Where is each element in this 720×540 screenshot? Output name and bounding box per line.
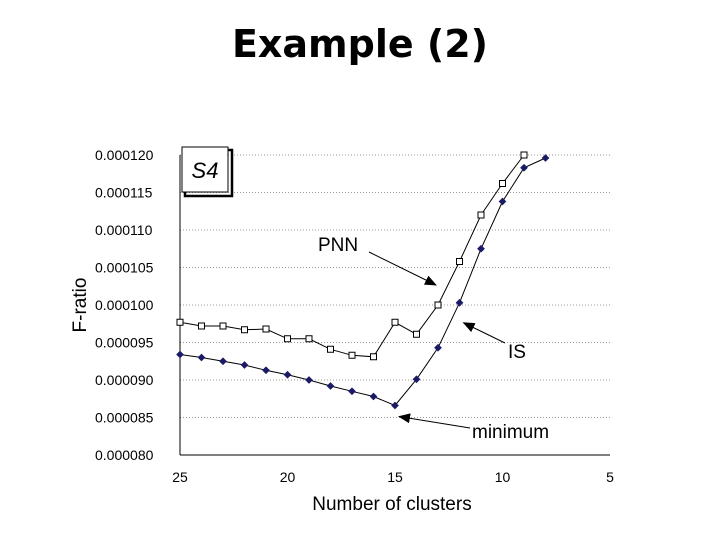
data-point [412,375,421,384]
data-point [434,343,442,352]
data-point [305,376,313,384]
annotation-arrow [462,322,506,344]
annotation-pnn: PNN [318,235,437,286]
y-tick-label: 0.000095 [95,335,154,351]
y-tick-labels: 0.000080 0.000085 0.000090 0.000095 0.000100… [95,147,154,463]
x-tick-label: 5 [606,469,614,485]
annotation-minimum: minimum [398,413,549,443]
data-point [326,382,335,390]
data-point [520,163,528,172]
annotation-arrow [398,413,471,429]
data-point [198,322,205,330]
data-point [283,370,292,379]
annotation-label: PNN [318,235,358,256]
data-point [197,353,206,362]
axes [179,155,610,456]
inset-label: S4 [192,158,219,183]
data-point [520,151,528,159]
data-point [455,298,464,307]
x-tick-label: 10 [495,469,511,485]
series-layer [176,151,550,410]
data-point [498,197,507,206]
data-point [391,401,399,410]
x-tick-label: 15 [387,469,403,485]
data-point [434,301,442,309]
data-point [369,392,378,401]
y-tick-label: 0.000110 [95,222,153,238]
data-point [541,154,550,162]
y-tick-label: 0.000120 [95,147,154,163]
data-point [477,244,485,253]
x-axis-title: Number of clusters [312,494,471,515]
data-point [456,258,463,265]
data-point [240,361,249,369]
data-point [262,366,270,375]
inset-label-box: S4 [181,146,234,198]
slide-title: Example (2) [231,22,489,66]
inset-label-frame [181,146,229,193]
gridlines [180,154,610,418]
series-is [176,154,550,410]
y-tick-label: 0.000090 [95,372,154,388]
series-line [179,157,546,407]
x-tick-labels: 25 20 15 10 5 [172,469,614,485]
annotation-label: IS [508,342,526,363]
data-point [176,318,184,326]
data-point [305,335,313,343]
data-point [391,318,399,326]
data-point [327,345,334,353]
data-point [219,357,227,366]
y-tick-label: 0.000085 [95,410,154,426]
data-point [370,353,377,361]
data-point [284,335,291,343]
y-tick-label: 0.000100 [95,297,154,313]
y-tick-label: 0.000115 [95,185,153,201]
y-axis-title: F-ratio [70,278,91,333]
data-point [477,211,485,219]
data-point [499,180,506,187]
annotation-arrow [368,251,437,286]
data-point [413,330,420,338]
annotation-label: minimum [472,422,549,443]
x-tick-label: 25 [172,469,188,485]
x-tick-label: 20 [280,469,296,485]
series-pnn [176,151,528,361]
data-point [176,350,184,359]
data-point [219,322,227,330]
data-point [262,325,270,333]
annotation-is: IS [462,322,526,363]
y-tick-label: 0.000080 [95,447,154,463]
annotation-layer: PNN IS minimum [318,235,549,443]
y-tick-label: 0.000105 [95,260,154,276]
data-point [348,387,356,396]
data-point [348,351,356,359]
data-point [241,326,248,334]
